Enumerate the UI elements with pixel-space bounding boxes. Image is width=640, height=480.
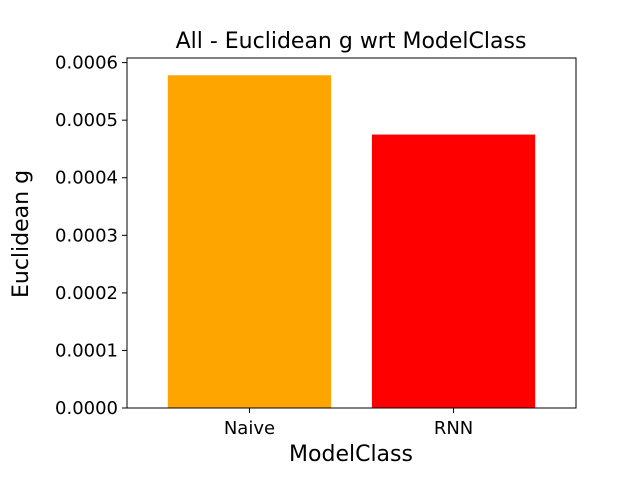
x-axis-label: ModelClass — [289, 442, 413, 467]
y-tick-label: 0.0003 — [55, 225, 118, 246]
chart-title: All - Euclidean g wrt ModelClass — [176, 29, 527, 54]
y-tick-label: 0.0005 — [55, 110, 118, 131]
y-tick-label: 0.0000 — [55, 398, 118, 419]
y-tick-label: 0.0004 — [55, 168, 118, 189]
bar-rnn — [371, 134, 536, 408]
x-tick-label: Naive — [224, 418, 275, 439]
y-tick-label: 0.0002 — [55, 283, 118, 304]
plot-area: 0.0000 0.0001 0.0002 0.0003 0.0004 0.0005 0.00… — [55, 53, 577, 439]
x-tick-label: RNN — [434, 418, 473, 439]
axes-frame — [126, 57, 577, 409]
y-tick-label: 0.0001 — [55, 340, 118, 361]
bar-naive — [167, 75, 332, 408]
y-axis-label: Euclidean g — [9, 170, 34, 298]
y-tick-label: 0.0006 — [55, 53, 118, 74]
